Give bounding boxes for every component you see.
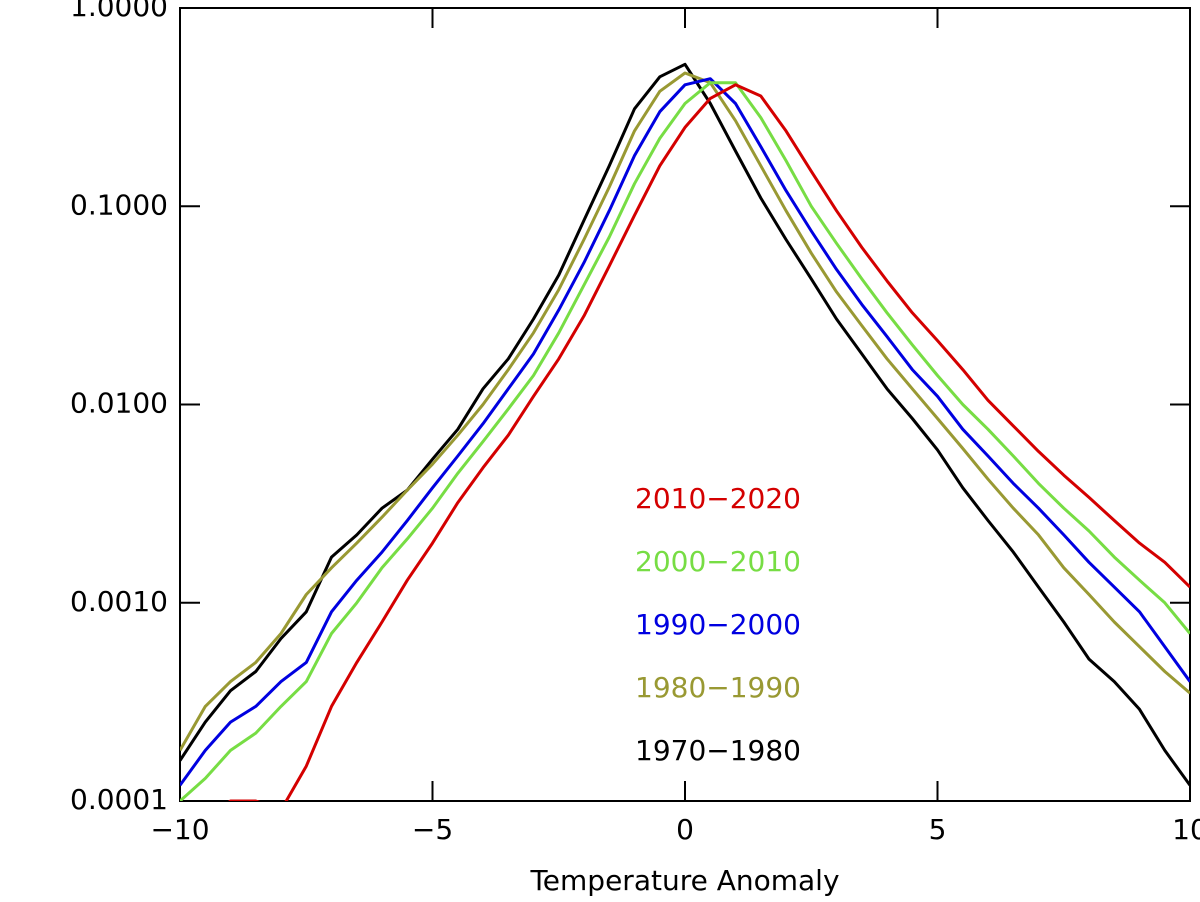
legend-label: 2010−2020 [635,482,801,515]
x-tick-label: 0 [676,813,694,846]
x-tick-label: −10 [150,813,209,846]
x-tick-label: −5 [412,813,453,846]
plot-area [180,62,1190,801]
series-line [228,83,1190,801]
x-axis-label: Temperature Anomaly [529,864,839,897]
series-line [180,62,1190,787]
y-tick-label: 1.0000 [70,0,168,23]
legend-label: 1970−1980 [635,734,801,767]
x-tick-label: 5 [929,813,947,846]
y-tick-label: 0.0100 [70,387,168,420]
series-line [180,81,1190,801]
x-tick-label: 10 [1172,813,1200,846]
legend-label: 2000−2010 [635,545,801,578]
y-tick-label: 0.1000 [70,188,168,221]
series-line [180,71,1190,752]
legend-label: 1980−1990 [635,671,801,704]
y-tick-label: 0.0010 [70,585,168,618]
legend-label: 1990−2000 [635,608,801,641]
y-tick-label: 0.0001 [70,783,168,816]
series-line [180,77,1190,787]
